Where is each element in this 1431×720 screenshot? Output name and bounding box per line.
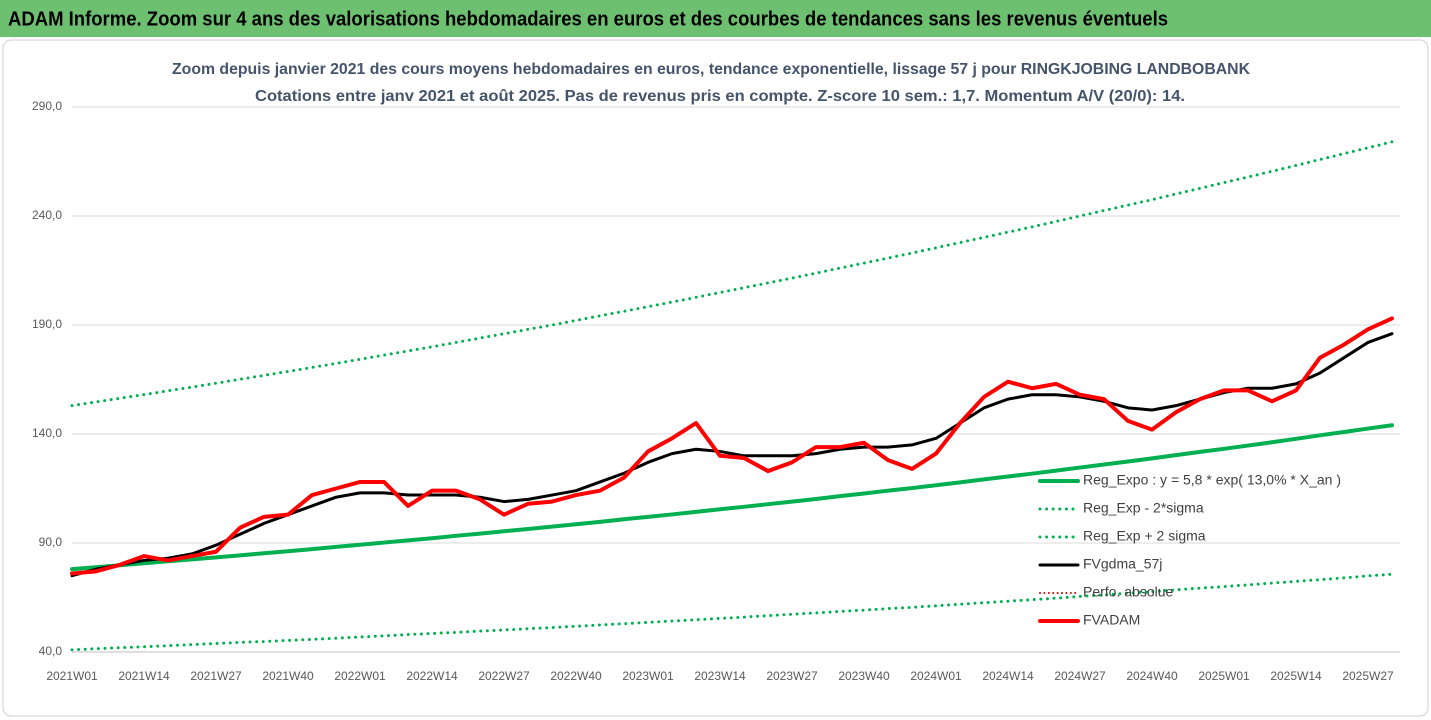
legend-label: Reg_Expo : y = 5,8 * exp( 13,0% * X_an ) bbox=[1083, 472, 1341, 488]
x-tick-label: 2025W01 bbox=[1198, 669, 1250, 683]
y-tick-label: 40,0 bbox=[39, 644, 63, 658]
x-tick-label: 2024W27 bbox=[1054, 669, 1106, 683]
y-tick-label: 90,0 bbox=[39, 535, 63, 549]
legend-label: Reg_Exp - 2*sigma bbox=[1083, 500, 1204, 516]
y-tick-label: 190,0 bbox=[32, 317, 62, 331]
x-tick-label: 2024W40 bbox=[1126, 669, 1178, 683]
x-tick-label: 2024W14 bbox=[982, 669, 1034, 683]
x-tick-label: 2021W01 bbox=[46, 669, 98, 683]
x-tick-label: 2022W01 bbox=[334, 669, 386, 683]
y-tick-label: 140,0 bbox=[32, 426, 62, 440]
x-tick-label: 2023W01 bbox=[622, 669, 674, 683]
series-line bbox=[70, 316, 1394, 576]
legend-label: Reg_Exp + 2 sigma bbox=[1083, 528, 1206, 544]
x-tick-label: 2022W40 bbox=[550, 669, 602, 683]
y-tick-label: 240,0 bbox=[32, 208, 62, 222]
legend-label: FVADAM bbox=[1083, 612, 1140, 628]
x-tick-label: 2022W14 bbox=[406, 669, 458, 683]
chart-title: ADAM Informe. Zoom sur 4 ans des valoris… bbox=[8, 8, 1168, 30]
series-line bbox=[70, 572, 1394, 652]
x-tick-label: 2025W14 bbox=[1270, 669, 1322, 683]
chart-frame bbox=[2, 39, 1429, 717]
x-tick-label: 2023W14 bbox=[694, 669, 746, 683]
legend-label: FVgdma_57j bbox=[1083, 556, 1162, 572]
chart-subtitle: Cotations entre janv 2021 et août 2025. … bbox=[255, 88, 1185, 105]
x-tick-label: 2023W27 bbox=[766, 669, 818, 683]
x-tick-label: 2025W27 bbox=[1342, 669, 1394, 683]
legend-label: Perfo. absolue bbox=[1083, 584, 1173, 600]
title-band bbox=[0, 0, 1431, 37]
x-tick-label: 2022W27 bbox=[478, 669, 530, 683]
series-line bbox=[70, 423, 1394, 572]
x-tick-label: 2021W27 bbox=[190, 669, 242, 683]
x-tick-label: 2021W40 bbox=[262, 669, 314, 683]
x-tick-label: 2021W14 bbox=[118, 669, 170, 683]
x-tick-label: 2024W01 bbox=[910, 669, 962, 683]
y-tick-label: 290,0 bbox=[32, 99, 62, 113]
x-tick-label: 2023W40 bbox=[838, 669, 890, 683]
chart-subtitle: Zoom depuis janvier 2021 des cours moyen… bbox=[172, 61, 1250, 78]
